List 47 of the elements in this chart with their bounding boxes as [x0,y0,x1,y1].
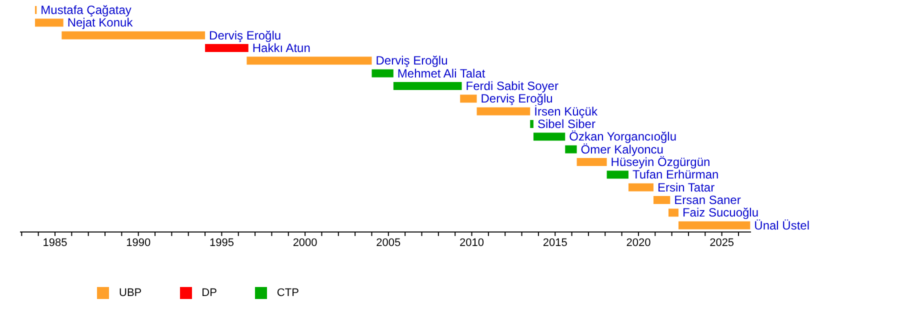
bar [533,132,566,141]
legend-label: DP [202,287,217,299]
y-tick-label: İrsen Küçük [534,104,598,118]
bar [246,56,372,65]
bar [628,183,654,192]
bar [668,208,678,217]
y-tick-label: Ersin Tatar [657,180,715,194]
y-tick-label: Faiz Sucuoğlu [682,206,759,220]
bar [476,107,530,116]
y-tick-label: Ferdi Sabit Soyer [466,79,558,93]
y-tick-label: Derviş Eroğlu [376,54,448,68]
y-tick-label: Hüseyin Özgürgün [610,155,710,169]
x-tick-label: 1995 [209,236,234,249]
y-tick-label: Sibel Siber [537,117,596,131]
bar [678,221,750,230]
y-tick-label: Ünal Üstel [754,218,810,232]
x-tick-label: 2015 [542,236,568,249]
x-tick-label: 2000 [292,236,318,249]
x-tick-label: 2005 [376,236,401,249]
x-tick-label: 2020 [626,236,651,249]
bar [576,158,607,166]
bar [653,196,670,204]
y-tick-label: Mustafa Çağatay [40,3,132,17]
y-tick-label: Ömer Kalyoncu [580,142,664,156]
y-tick-label: Mehmet Ali Talat [397,66,486,80]
bar [460,94,477,103]
bar [606,170,628,179]
bar [565,145,577,154]
bar [62,31,206,40]
y-tick-label: Özkan Yorgancıoğlu [569,130,677,144]
y-tick-label: Derviş Eroğlu [480,92,553,106]
y-tick-label: Derviş Eroğlu [209,28,282,42]
bar [530,120,534,128]
y-tick-label: Tufan Erhürman [632,168,719,182]
x-tick-label: 1990 [126,236,151,249]
y-tick-label: Ersan Saner [674,193,741,207]
bar [35,18,64,27]
y-tick-label: Nejat Konuk [67,16,134,30]
y-tick-label: Hakkı Atun [252,41,310,55]
legend-label: CTP [276,287,299,299]
x-tick-label: 1985 [42,236,68,249]
x-tick-label: 2025 [710,236,734,249]
legend-label: UBP [119,287,142,299]
bar [393,82,462,90]
bar [372,69,394,78]
x-tick-label: 2010 [460,236,484,249]
bar [205,44,248,52]
